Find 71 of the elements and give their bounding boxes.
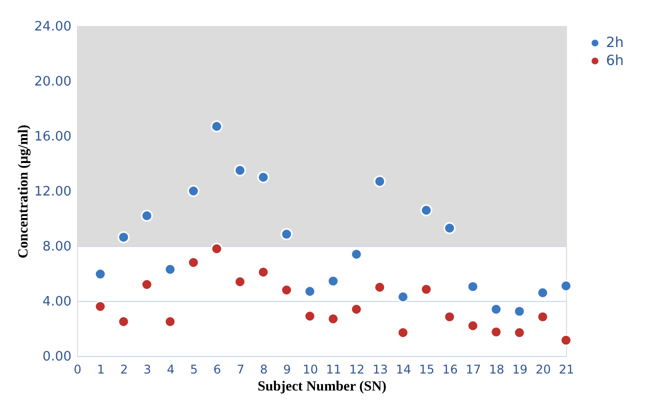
point xyxy=(234,276,246,288)
x-tick-label: 17 xyxy=(466,362,481,376)
point xyxy=(420,283,432,296)
point xyxy=(140,278,153,290)
x-tick-label: 11 xyxy=(326,362,342,376)
point xyxy=(280,284,293,296)
x-tick-label: 13 xyxy=(372,362,388,376)
x-tick-label: 21 xyxy=(558,362,574,376)
point xyxy=(466,320,479,332)
point xyxy=(257,171,270,184)
x-tick-label: 6 xyxy=(213,362,222,376)
point xyxy=(374,281,386,294)
point xyxy=(536,286,549,299)
point xyxy=(513,326,526,339)
point xyxy=(350,303,362,316)
point xyxy=(397,326,409,339)
y-tick-label: 24.00 xyxy=(34,20,72,34)
point xyxy=(210,242,223,255)
x-tick-label: 19 xyxy=(512,362,528,376)
x-tick-label: 0 xyxy=(74,362,82,376)
x-tick-label: 16 xyxy=(442,362,458,376)
point xyxy=(350,248,362,260)
point xyxy=(118,231,130,244)
x-tick-label: 14 xyxy=(396,362,412,376)
x-tick-label: 7 xyxy=(236,362,244,376)
point xyxy=(513,305,526,318)
legend-label: 6h xyxy=(606,53,624,69)
point xyxy=(560,334,572,346)
point xyxy=(560,280,572,292)
point xyxy=(280,228,293,240)
point xyxy=(164,316,176,328)
x-tick-label: 5 xyxy=(190,362,198,376)
x-tick-label: 18 xyxy=(489,362,504,376)
point xyxy=(536,310,549,323)
point xyxy=(327,312,340,325)
x-tick-label: 20 xyxy=(536,362,551,376)
x-tick-label: 4 xyxy=(166,362,174,376)
point xyxy=(210,120,223,132)
y-tick-label: 0.00 xyxy=(42,350,72,364)
y-axis-title: Concentration (µg/ml) xyxy=(16,124,32,258)
y-tick-label: 12.00 xyxy=(34,184,72,200)
point xyxy=(187,185,200,197)
point xyxy=(304,285,316,298)
point xyxy=(374,175,386,188)
x-tick-label: 10 xyxy=(302,362,318,376)
x-tick-label: 8 xyxy=(260,362,268,376)
point xyxy=(444,310,456,323)
point xyxy=(164,263,176,276)
x-tick-label: 1 xyxy=(96,362,105,376)
point xyxy=(397,290,409,303)
x-tick-label: 3 xyxy=(144,362,152,376)
point xyxy=(420,204,432,216)
point xyxy=(490,303,502,316)
point xyxy=(444,222,456,234)
point xyxy=(187,256,200,268)
legend-label: 2h xyxy=(606,35,624,51)
point xyxy=(118,316,130,328)
x-tick-label: 9 xyxy=(283,362,291,376)
point xyxy=(140,210,153,222)
x-tick-label: 2 xyxy=(120,362,128,376)
x-tick-label: 15 xyxy=(419,362,434,376)
y-tick-label: 4.00 xyxy=(42,294,72,310)
y-tick-label: 20.00 xyxy=(34,74,72,90)
x-tick-label: 12 xyxy=(349,362,365,376)
point xyxy=(94,300,106,312)
y-tick-label: 8.00 xyxy=(42,240,72,254)
x-axis-title: Subject Number (SN) xyxy=(258,380,387,394)
point xyxy=(234,164,246,176)
point xyxy=(257,266,270,278)
point xyxy=(304,310,316,322)
y-tick-label: 16.00 xyxy=(34,130,72,144)
